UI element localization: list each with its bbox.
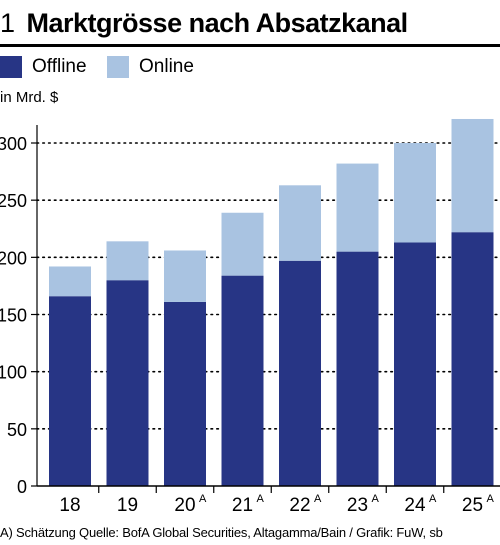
y-tick-label-100: 100 [0, 363, 27, 383]
bar-offline-20 [164, 301, 206, 486]
bar-online-20 [164, 250, 206, 302]
y-tick-label-250: 250 [0, 191, 27, 211]
x-tick-label-20: 20 [174, 495, 195, 516]
bar-online-24 [394, 143, 436, 243]
x-tick-label-22: 22 [289, 495, 310, 516]
bar-offline-22 [279, 260, 321, 486]
x-tick-label-21: 21 [232, 495, 253, 516]
y-tick-label-150: 150 [0, 306, 27, 326]
x-tick-superscript-24: A [429, 493, 437, 505]
x-tick-label-25: 25 [462, 495, 483, 516]
x-tick-superscript-22: A [314, 493, 322, 505]
x-tick-label-24: 24 [404, 495, 426, 516]
bar-online-21 [221, 212, 264, 276]
x-tick-superscript-20: A [199, 493, 207, 505]
bar-offline-21 [221, 275, 264, 486]
legend-swatch-online [107, 56, 129, 78]
y-tick-label-300: 300 [0, 134, 27, 154]
y-tick-label-0: 0 [17, 477, 27, 497]
bar-online-18 [49, 266, 91, 297]
chart-number: 1 [0, 8, 15, 38]
legend-label-online: Online [139, 56, 194, 77]
bar-online-23 [336, 163, 379, 252]
legend-item-online: Online [107, 56, 194, 78]
bar-online-22 [279, 185, 321, 261]
x-tick-superscript-23: A [372, 493, 380, 505]
legend-label-offline: Offline [32, 56, 87, 77]
chart-title: 1 Marktgrösse nach Absatzkanal [0, 6, 408, 40]
bar-offline-24 [394, 242, 436, 486]
title-rule [0, 44, 500, 47]
bar-offline-23 [336, 251, 379, 486]
footnote: A) Schätzung Quelle: BofA Global Securit… [0, 525, 443, 540]
bar-offline-25 [451, 232, 494, 486]
bar-offline-19 [106, 280, 149, 486]
legend-swatch-offline [0, 56, 22, 78]
x-tick-label-18: 18 [59, 495, 80, 516]
chart-title-text: Marktgrösse nach Absatzkanal [26, 8, 409, 38]
y-tick-label-200: 200 [0, 248, 27, 268]
bar-online-19 [106, 241, 149, 281]
x-tick-superscript-21: A [257, 493, 265, 505]
y-axis-unit-label: in Mrd. $ [0, 89, 59, 106]
x-tick-label-23: 23 [347, 495, 368, 516]
y-tick-label-50: 50 [7, 420, 27, 440]
x-tick-superscript-25: A [487, 493, 495, 505]
legend-item-offline: Offline [0, 56, 87, 78]
x-tick-label-19: 19 [117, 495, 138, 516]
bar-offline-18 [49, 296, 91, 486]
bar-online-25 [451, 118, 494, 233]
